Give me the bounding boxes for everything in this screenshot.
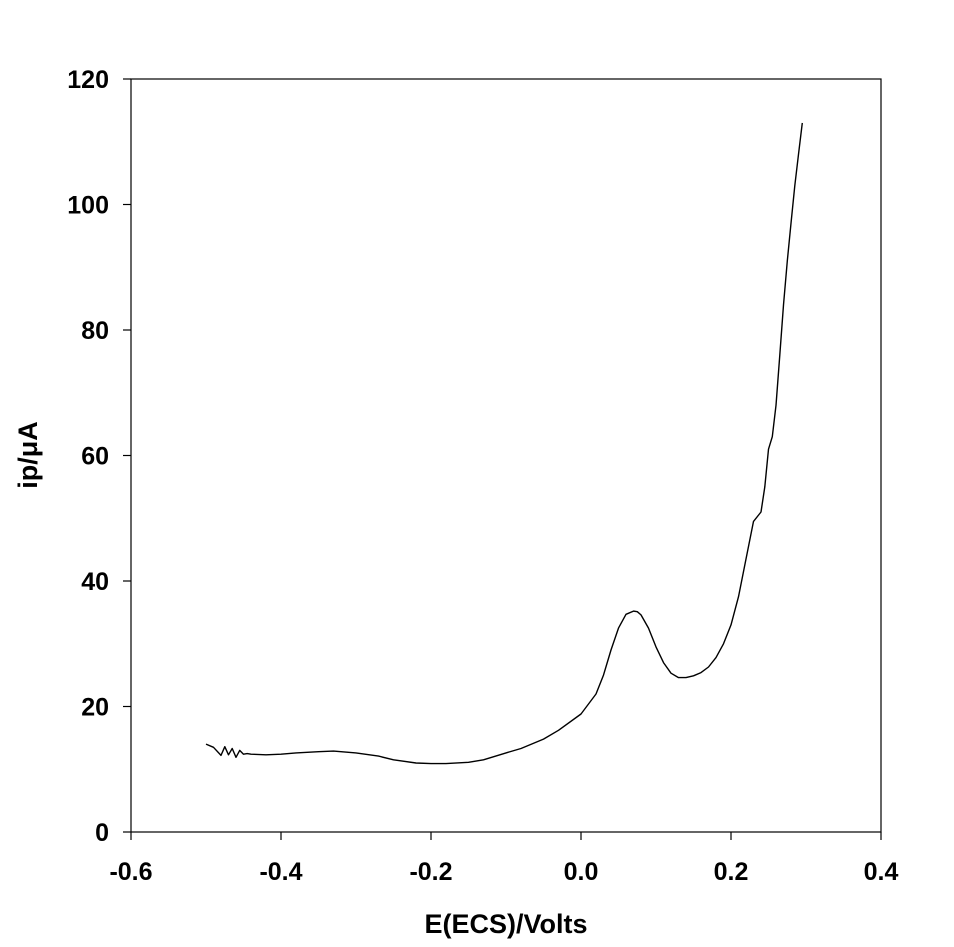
x-tick-label: -0.6 xyxy=(109,858,152,886)
y-tick-label: 40 xyxy=(81,568,109,596)
y-tick-label: 20 xyxy=(81,694,109,722)
y-axis-ticks: 0 20 40 60 80 100 120 xyxy=(67,66,131,847)
y-tick-label: 60 xyxy=(81,443,109,471)
x-axis-ticks: -0.6 -0.4 -0.2 0.0 0.2 0.4 xyxy=(109,832,898,886)
y-tick-label: 80 xyxy=(81,317,109,345)
y-tick-label: 0 xyxy=(95,819,109,847)
y-axis-title: ip/μA xyxy=(13,421,43,489)
x-tick-label: 0.0 xyxy=(564,858,599,886)
y-tick-label: 100 xyxy=(67,192,109,220)
series-line xyxy=(205,122,803,765)
x-axis-title: E(ECS)/Volts xyxy=(424,909,587,939)
series-layer xyxy=(205,122,803,765)
y-tick-label: 120 xyxy=(67,66,109,94)
x-tick-label: 0.4 xyxy=(864,858,899,886)
x-tick-label: -0.2 xyxy=(409,858,452,886)
x-tick-label: 0.2 xyxy=(714,858,749,886)
x-tick-label: -0.4 xyxy=(259,858,302,886)
